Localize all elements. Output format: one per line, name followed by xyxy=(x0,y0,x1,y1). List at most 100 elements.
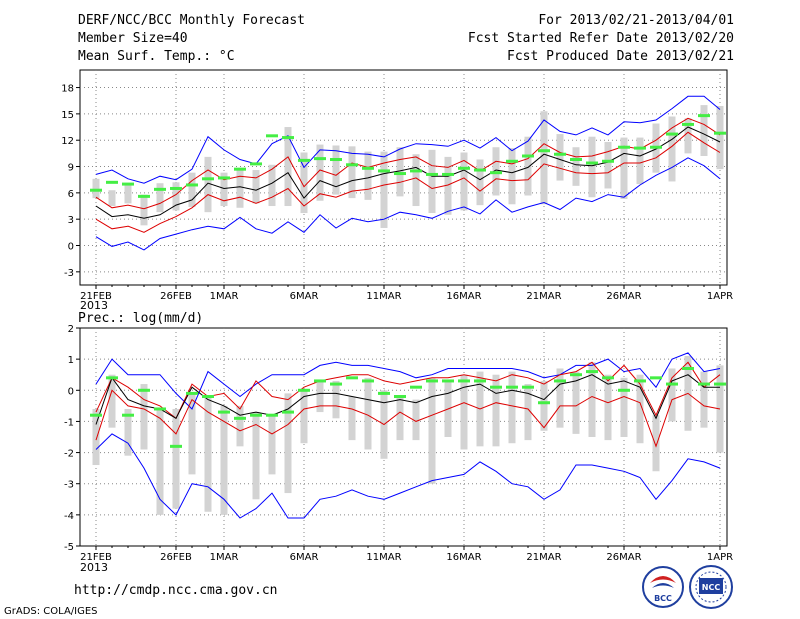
temp-spread-box xyxy=(476,159,484,206)
prec-line-mean xyxy=(95,374,720,425)
prec-obs-mark xyxy=(698,382,710,386)
prec-obs-mark xyxy=(490,385,502,389)
temp-obs-mark xyxy=(394,172,406,176)
temp-obs-mark xyxy=(218,176,230,180)
temp-obs-mark xyxy=(426,172,438,176)
prec-obs-mark xyxy=(250,413,262,417)
prec-obs-mark xyxy=(682,366,694,370)
prec-obs-mark xyxy=(650,376,662,380)
temp-obs-mark xyxy=(122,182,134,186)
temp-ytick-label: 3 xyxy=(68,215,74,226)
temp-line-lower xyxy=(95,131,721,233)
temp-obs-mark xyxy=(522,154,534,158)
prec-spread-box xyxy=(572,371,580,434)
temp-xtick-label: 26FEB xyxy=(160,291,192,302)
forecast-period: For 2013/02/21-2013/04/01 xyxy=(538,13,734,28)
temp-obs-mark xyxy=(378,169,390,173)
temp-line-min xyxy=(95,157,721,251)
temp-obs-mark xyxy=(234,167,246,171)
temp-obs-mark xyxy=(106,180,118,184)
prec-spread-box xyxy=(620,377,628,437)
fcst-produced-date: Fcst Produced Date 2013/02/21 xyxy=(507,49,734,64)
prec-line-min xyxy=(95,433,721,519)
temp-spread-box xyxy=(140,194,148,226)
prec-obs-mark xyxy=(298,388,310,392)
temp-spread-box xyxy=(716,105,724,170)
prec-obs-mark xyxy=(202,395,214,399)
temp-obs-mark xyxy=(298,158,310,162)
variable-label: Mean Surf. Temp.: °C xyxy=(78,49,235,64)
temp-obs-mark xyxy=(362,166,374,170)
temp-spread-box xyxy=(428,149,436,214)
temp-spread-box xyxy=(524,136,532,196)
prec-spread-box xyxy=(316,380,324,413)
prec-line-upper xyxy=(95,361,721,420)
temp-spread-box xyxy=(380,151,388,228)
temp-obs-mark xyxy=(330,158,342,162)
prec-spread-box xyxy=(236,405,244,447)
temp-obs-mark xyxy=(634,146,646,150)
prec-obs-mark xyxy=(362,379,374,383)
prec-spread-box xyxy=(92,408,100,466)
temp-obs-mark xyxy=(314,157,326,161)
prec-spread-box xyxy=(140,384,148,450)
prec-obs-mark xyxy=(538,401,550,405)
prec-xtick-label: 21MAR xyxy=(526,552,561,563)
bcc-logo: BCC xyxy=(642,566,684,608)
prec-xtick-label: 11MAR xyxy=(366,552,401,563)
temp-spread-box xyxy=(124,183,132,204)
temp-spread-box xyxy=(156,183,164,213)
prec-spread-box xyxy=(300,390,308,444)
prec-spread-box xyxy=(700,371,708,428)
source-url[interactable]: http://cmdp.ncc.cma.gov.cn xyxy=(74,583,278,598)
prec-obs-mark xyxy=(346,376,358,380)
ncc-logo: NCC xyxy=(689,565,733,609)
temp-obs-mark xyxy=(442,172,454,176)
temperature-panel: -3 0 3 6 9 12 15 18 21FEB 26FEB 1MAR 6MAR 11MAR 16MAR… xyxy=(61,69,733,302)
temp-spread-box xyxy=(316,144,324,201)
prec-obs-mark xyxy=(586,370,598,374)
temp-obs-mark xyxy=(586,161,598,165)
prec-ytick-label: 1 xyxy=(68,355,74,366)
prec-obs-mark xyxy=(154,407,166,411)
prec-ytick-label: -5 xyxy=(64,542,74,553)
temp-ytick-label: 18 xyxy=(61,84,74,95)
prec-obs-mark xyxy=(570,373,582,377)
prec-xtick-label: 6MAR xyxy=(290,552,319,563)
temp-spread-box xyxy=(396,147,404,197)
prec-obs-mark xyxy=(410,385,422,389)
temp-line-upper xyxy=(95,117,721,210)
temp-spread-box xyxy=(92,178,100,199)
member-size: Member Size=40 xyxy=(78,31,188,46)
prec-spread-box xyxy=(220,405,228,515)
chart-title: DERF/NCC/BCC Monthly Forecast xyxy=(78,13,305,28)
temp-spread-box xyxy=(300,152,308,214)
prec-spread-box xyxy=(588,362,596,437)
temp-obs-mark xyxy=(618,145,630,149)
temp-ytick-label: 6 xyxy=(68,189,74,200)
prec-xtick-label: 26FEB xyxy=(160,552,192,563)
temp-obs-mark xyxy=(346,163,358,167)
prec-spread-box xyxy=(508,371,516,444)
prec-spread-box xyxy=(428,377,436,484)
prec-spread-box xyxy=(108,374,116,428)
prec-obs-mark xyxy=(234,416,246,420)
prec-obs-mark xyxy=(282,410,294,414)
temp-ytick-label: 15 xyxy=(61,110,74,121)
temp-obs-mark xyxy=(458,166,470,170)
prec-xtick-label: 1APR xyxy=(707,552,733,563)
prec-obs-mark xyxy=(506,385,518,389)
prec-spread-box xyxy=(204,396,212,512)
temp-ytick-label: 0 xyxy=(68,242,74,253)
temp-line-mean xyxy=(95,126,721,219)
temp-spread-box xyxy=(508,148,516,205)
temp-obs-mark xyxy=(170,186,182,190)
prec-obs-mark xyxy=(714,382,726,386)
prec-obs-mark xyxy=(474,379,486,383)
temp-obs-mark xyxy=(650,145,662,149)
precipitation-panel: -5 -4 -3 -2 -1 0 1 2 21FEB 26FEB 1MAR 6MAR 11MAR 16MA… xyxy=(64,324,733,563)
prec-ytick-label: 0 xyxy=(68,386,74,397)
prec-xtick-label: 1MAR xyxy=(210,552,239,563)
temp-xtick-label: 16MAR xyxy=(446,291,481,302)
prec-obs-mark xyxy=(90,413,102,417)
